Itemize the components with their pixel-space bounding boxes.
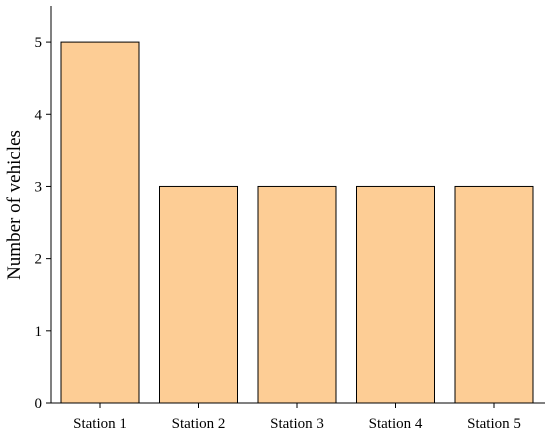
y-axis-ticks: 0 1 2 3 4 5 — [35, 35, 51, 412]
y-axis-title: Number of vehicles — [4, 130, 25, 280]
x-tick-label: Station 3 — [270, 416, 324, 432]
x-tick-label: Station 4 — [369, 416, 423, 432]
bar-1 — [60, 41, 140, 404]
y-tick-label: 3 — [35, 179, 43, 195]
bar-4 — [356, 185, 435, 404]
y-tick-label: 4 — [35, 107, 43, 123]
x-axis-ticks: Station 1 Station 2 Station 3 Station 4 Stat… — [73, 403, 521, 432]
bar-5 — [454, 185, 534, 404]
y-tick-label: 5 — [35, 35, 43, 51]
y-tick-label: 2 — [35, 252, 43, 268]
y-tick-label: 1 — [35, 324, 43, 340]
x-tick-label: Station 5 — [467, 416, 521, 432]
x-tick-label: Station 2 — [172, 416, 226, 432]
bar-2 — [159, 185, 238, 404]
bars-group — [60, 41, 534, 404]
y-tick-label: 0 — [35, 396, 43, 412]
x-tick-label: Station 1 — [73, 416, 127, 432]
bar-3 — [257, 185, 337, 404]
